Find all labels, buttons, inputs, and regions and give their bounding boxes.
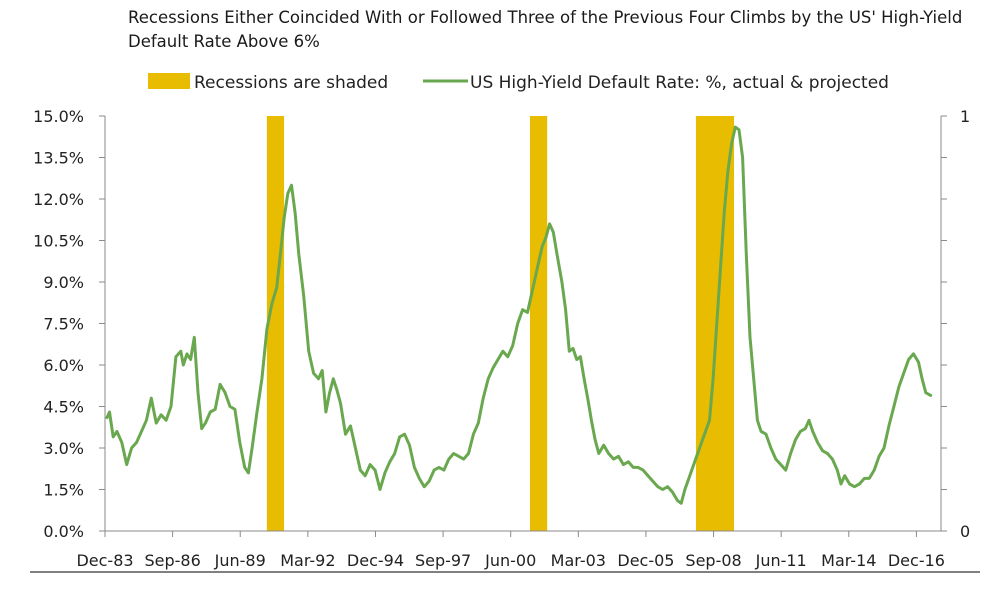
x-tick-label: Mar-92 bbox=[280, 551, 335, 570]
y-tick-label: 6.0% bbox=[43, 356, 84, 375]
y-tick-label: 15.0% bbox=[33, 107, 84, 126]
x-tick-label: Jun-89 bbox=[214, 551, 266, 570]
series-line-default-rate bbox=[105, 125, 933, 505]
y-right-tick-label-bottom: 0 bbox=[960, 522, 970, 541]
x-tick-label: Dec-94 bbox=[347, 551, 404, 570]
series-lines bbox=[105, 125, 933, 505]
recession-band-2 bbox=[529, 116, 548, 531]
x-tick-label: Dec-83 bbox=[76, 551, 133, 570]
x-tick-label: Jun-11 bbox=[755, 551, 807, 570]
y-tick-label: 12.0% bbox=[33, 190, 84, 209]
legend-recession-swatch bbox=[148, 73, 190, 89]
chart-title: Recessions Either Coincided With or Foll… bbox=[128, 8, 963, 51]
x-tick-label: Dec-05 bbox=[617, 551, 674, 570]
y-tick-label: 9.0% bbox=[43, 273, 84, 292]
legend-recession-label: Recessions are shaded bbox=[194, 73, 388, 93]
y-right-tick-label-top: 1 bbox=[960, 107, 970, 126]
y-tick-label: 4.5% bbox=[43, 398, 84, 417]
x-tick-label: Jun-00 bbox=[484, 551, 536, 570]
x-tick-label: Mar-14 bbox=[821, 551, 876, 570]
x-tick-label: Mar-03 bbox=[551, 551, 606, 570]
legend-series-label: US High-Yield Default Rate: %, actual & … bbox=[470, 73, 889, 93]
axes: 15.0% 13.5% 12.0% 10.5% 9.0% 7.5% 6.0% 4.5% 3.0%… bbox=[30, 107, 980, 573]
y-tick-label: 3.0% bbox=[43, 439, 84, 458]
x-tick-label: Dec-16 bbox=[888, 551, 945, 570]
x-tick-label: Sep-08 bbox=[685, 551, 741, 570]
y-tick-label: 7.5% bbox=[43, 315, 84, 334]
x-tick-label: Sep-97 bbox=[415, 551, 471, 570]
legend: Recessions are shaded US High-Yield Defa… bbox=[148, 73, 889, 93]
y-tick-label: 10.5% bbox=[33, 232, 84, 251]
y-tick-label: 13.5% bbox=[33, 149, 84, 168]
recession-bands bbox=[266, 116, 735, 531]
y-tick-label: 0.0% bbox=[43, 522, 84, 541]
recession-band-1 bbox=[266, 116, 285, 531]
y-tick-label: 1.5% bbox=[43, 481, 84, 500]
x-tick-label: Sep-86 bbox=[144, 551, 200, 570]
